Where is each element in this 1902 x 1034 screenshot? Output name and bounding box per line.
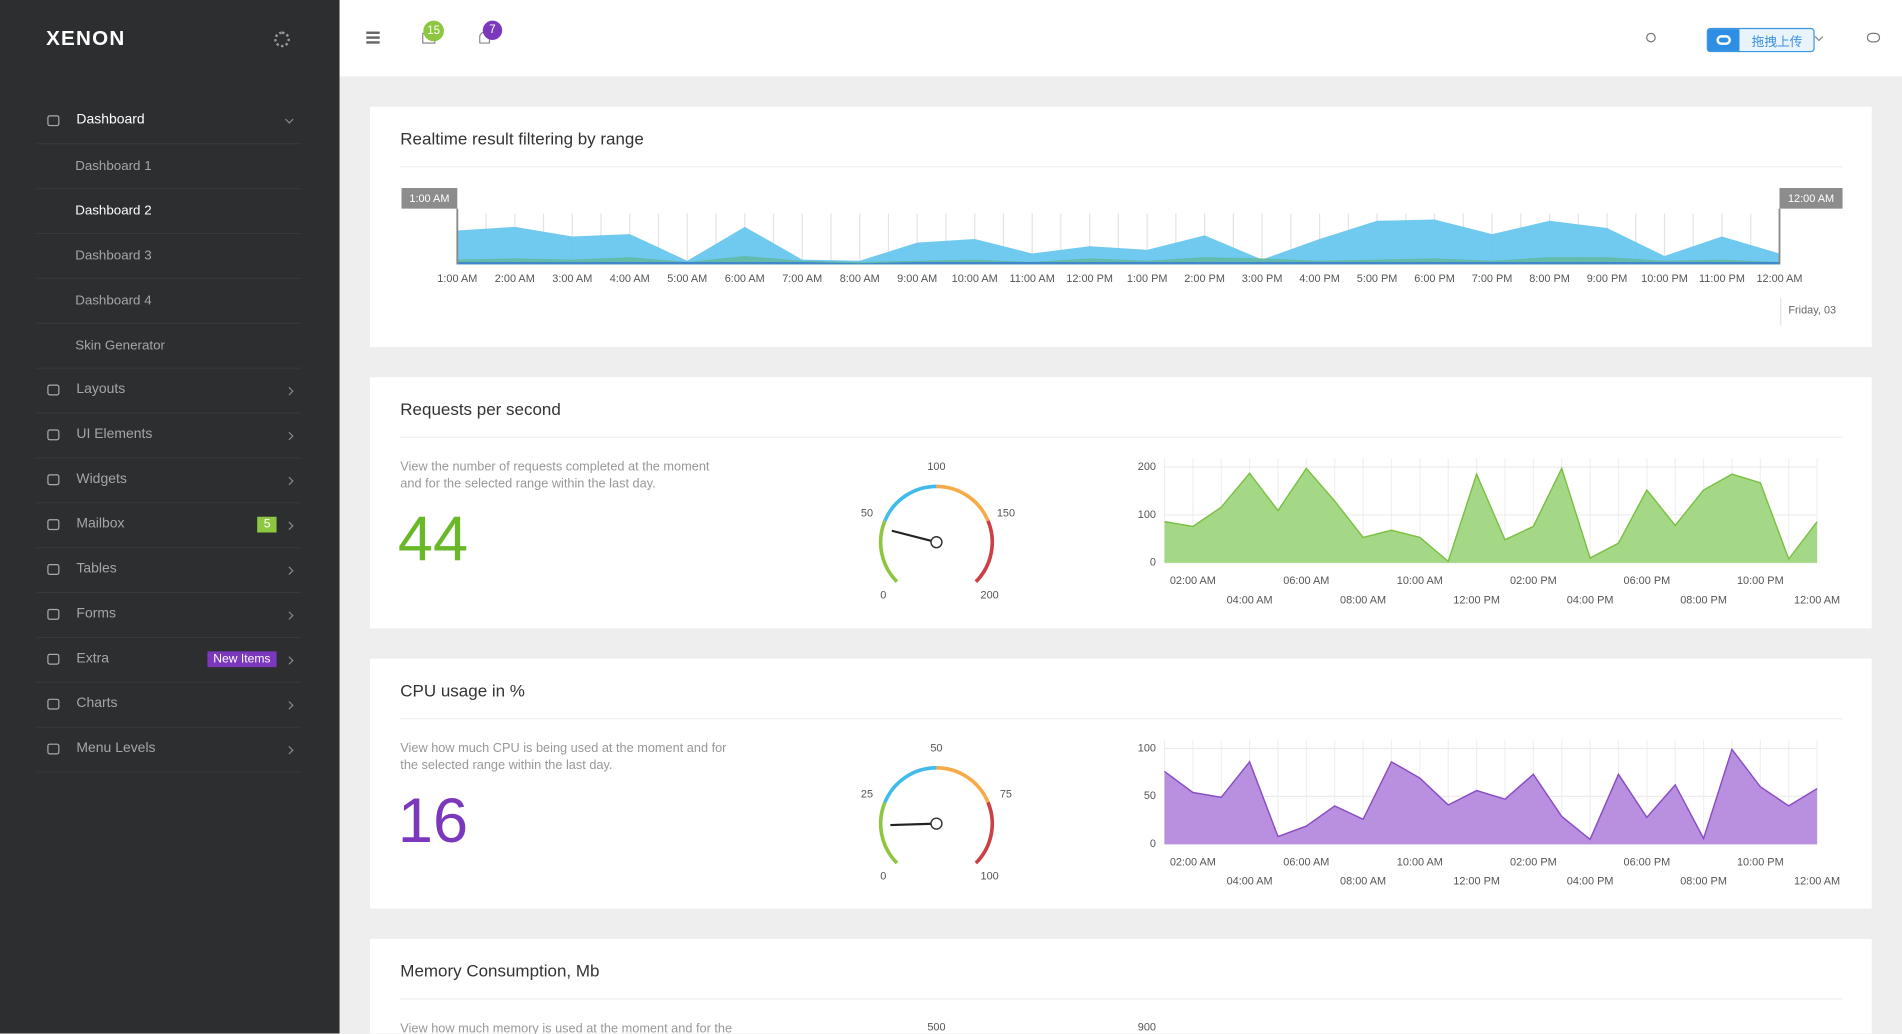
menu-icon xyxy=(47,519,60,531)
submenu-label: Dashboard 2 xyxy=(75,203,152,219)
top-bar: 15 7 拖拽上传 xyxy=(339,0,1902,77)
menu-icon xyxy=(47,698,60,710)
bell-badge: 7 xyxy=(482,20,503,41)
cloud xyxy=(1716,35,1731,45)
submenu-item[interactable]: Dashboard 1 xyxy=(36,144,301,190)
panel-description: View the number of requests completed at… xyxy=(400,459,710,492)
panel-title: CPU usage in % xyxy=(400,680,525,700)
big-value: 16 xyxy=(397,786,469,857)
settings-icon[interactable] xyxy=(274,31,290,48)
panel: Requests per second View the number of re… xyxy=(369,377,1872,629)
menu-item[interactable]: Mailbox 5 xyxy=(36,503,301,549)
logo: XENON xyxy=(46,26,126,50)
chevron xyxy=(285,656,294,665)
menu-label: Menu Levels xyxy=(76,741,156,756)
submenu-item[interactable]: Skin Generator xyxy=(36,324,301,369)
menu-item[interactable]: Extra New Items xyxy=(36,638,301,683)
sidebar: XENON Dashboard Dashboard 1 Dashboard 2 Dash… xyxy=(0,0,340,1034)
menu-label: Extra xyxy=(76,651,109,666)
menu-icon xyxy=(47,653,60,665)
upload-button[interactable]: 拖拽上传 xyxy=(1706,27,1815,53)
panel-description: View how much CPU is being used at the m… xyxy=(400,741,727,773)
chevron xyxy=(285,431,294,441)
panel-divider xyxy=(400,436,1843,438)
panel-title: Realtime result filtering by range xyxy=(400,128,644,148)
menu-item[interactable]: UI Elements xyxy=(36,414,301,459)
submenu-label: Dashboard 4 xyxy=(75,293,152,309)
submenu-item[interactable]: Dashboard 3 xyxy=(36,234,301,279)
bar-line xyxy=(366,36,380,39)
chevron xyxy=(285,521,294,531)
menu-label: Layouts xyxy=(76,382,126,397)
submenu-label: Dashboard 3 xyxy=(75,248,152,264)
big-value: 44 xyxy=(397,504,469,575)
panel-title: Requests per second xyxy=(400,399,561,419)
submenu-item[interactable]: Dashboard 2 xyxy=(36,189,301,235)
menu-label: Mailbox xyxy=(76,516,125,532)
chevron xyxy=(285,701,294,710)
chevron xyxy=(285,386,294,396)
panel: Realtime result filtering by range xyxy=(369,106,1872,347)
menu-badge: New Items xyxy=(207,651,277,668)
panel-divider xyxy=(400,718,1843,720)
menu-item[interactable]: Widgets xyxy=(36,459,301,504)
menu-icon xyxy=(47,115,60,127)
menu-icon xyxy=(47,608,60,620)
menu-toggle[interactable] xyxy=(366,31,380,47)
menu-item[interactable]: Charts xyxy=(36,683,301,728)
upload-label: 拖拽上传 xyxy=(1751,35,1803,50)
menu-label: Tables xyxy=(76,561,117,577)
menu-icon xyxy=(47,384,60,396)
search-icon[interactable] xyxy=(1646,32,1656,43)
bar-line xyxy=(366,41,380,44)
panel-divider xyxy=(400,998,1843,1000)
chevron xyxy=(285,566,294,576)
menu-item[interactable]: Tables xyxy=(36,548,301,594)
mail-badge: 15 xyxy=(423,20,444,42)
panel-description: View how much memory is used at the mome… xyxy=(400,1021,733,1034)
chevron xyxy=(285,745,294,755)
menu-label: UI Elements xyxy=(76,426,153,442)
chevron xyxy=(285,476,294,486)
panel-title: Memory Consumption, Mb xyxy=(400,960,600,981)
menu-item[interactable]: Forms xyxy=(36,593,301,639)
menu-label: Dashboard xyxy=(76,112,145,128)
chevron xyxy=(1814,32,1824,42)
bar-line xyxy=(366,31,380,34)
submenu-label: Skin Generator xyxy=(75,338,165,353)
panel-divider xyxy=(400,166,1843,168)
chat-icon[interactable] xyxy=(1866,32,1881,43)
submenu-label: Dashboard 1 xyxy=(75,158,152,174)
panel: Memory Consumption, Mb View how much memo… xyxy=(369,938,1872,1034)
menu-item[interactable]: Layouts xyxy=(36,369,301,414)
panel: CPU usage in % View how much CPU is being… xyxy=(369,658,1872,909)
chevron xyxy=(285,611,294,620)
menu-label: Widgets xyxy=(76,471,127,487)
upload-icon xyxy=(1707,29,1740,51)
menu-label: Forms xyxy=(76,606,116,622)
menu-badge: 5 xyxy=(257,516,277,533)
menu-item[interactable]: Dashboard xyxy=(36,99,301,145)
menu-icon xyxy=(47,474,60,486)
chevron xyxy=(285,115,294,124)
menu-icon xyxy=(47,564,60,575)
menu-icon xyxy=(47,429,60,441)
menu-icon xyxy=(47,743,60,755)
submenu-item[interactable]: Dashboard 4 xyxy=(36,279,301,324)
menu-label: Charts xyxy=(76,696,118,711)
menu-item[interactable]: Menu Levels xyxy=(36,728,301,773)
